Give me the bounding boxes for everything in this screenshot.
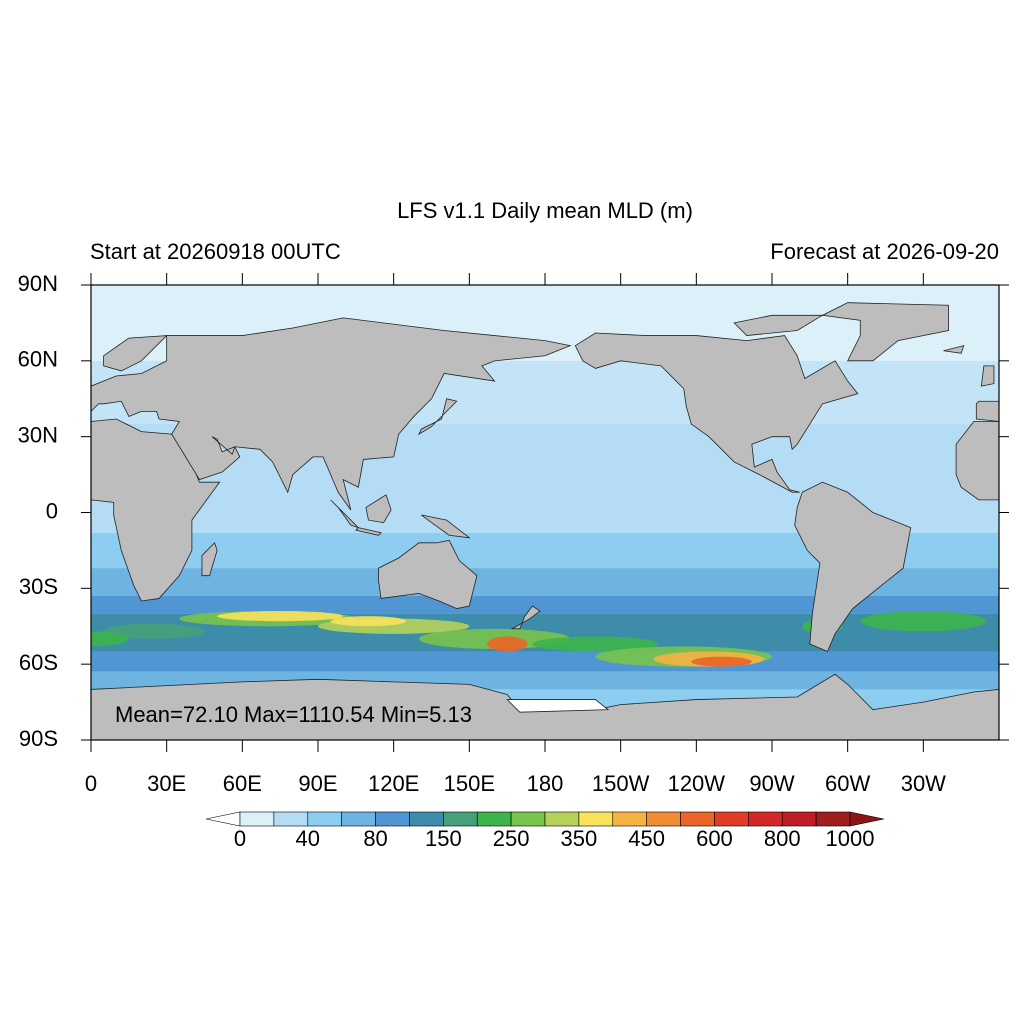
colorbar-label: 350: [561, 826, 598, 851]
lon-label: 90E: [298, 771, 337, 796]
lon-label: 120E: [368, 771, 419, 796]
land: [794, 481, 912, 653]
colorbar-box: [714, 811, 749, 827]
lon-label: 30W: [901, 771, 946, 796]
colorbar-label: 600: [696, 826, 733, 851]
lat-label: 30S: [19, 574, 58, 599]
mld-patch: [691, 656, 752, 667]
colorbar-box: [748, 811, 783, 827]
lat-label: 90N: [18, 271, 58, 296]
map-title: LFS v1.1 Daily mean MLD (m): [397, 198, 693, 223]
land: [417, 398, 458, 436]
lon-label: 30E: [147, 771, 186, 796]
start-time: Start at 20260918 00UTC: [90, 239, 341, 264]
colorbar: 0 40 80 150 250 350 450 600 800 1000: [205, 811, 885, 851]
mld-patch: [103, 623, 205, 639]
land: [91, 317, 572, 511]
land: [955, 421, 999, 501]
land: [378, 539, 478, 609]
lat-label: 30N: [18, 422, 58, 447]
colorbar-above: [849, 811, 885, 827]
land: [980, 365, 995, 387]
colorbar-box: [578, 811, 614, 827]
map-area: [91, 285, 999, 740]
land: [201, 542, 218, 577]
colorbar-box: [646, 811, 681, 827]
lon-label: 60E: [223, 771, 262, 796]
colorbar-label: 40: [296, 826, 320, 851]
mld-patch: [860, 611, 987, 632]
land: [330, 499, 359, 529]
land: [733, 314, 824, 336]
colorbar-label: 450: [628, 826, 665, 851]
land: [510, 605, 541, 630]
land: [975, 400, 999, 422]
colorbar-box: [443, 811, 478, 827]
colorbar-label: 0: [234, 826, 246, 851]
ocean-band: [91, 651, 999, 672]
land: [574, 332, 859, 493]
colorbar-label: 800: [764, 826, 801, 851]
colorbar-box: [375, 811, 410, 827]
ocean-band: [91, 595, 999, 614]
mld-patch: [486, 636, 528, 652]
axes: 90N 60N 30N 0 30S 60S 90S 0 30E 60E 90E 120E 150E 180…: [18, 271, 1009, 796]
land: [103, 335, 168, 372]
land: [91, 673, 999, 740]
mld-patch: [532, 636, 659, 652]
lat-label: 60N: [18, 347, 58, 372]
colorbar-label: 80: [363, 826, 387, 851]
lon-label: 180: [527, 771, 564, 796]
colorbar-box: [476, 811, 512, 827]
colorbar-box: [612, 811, 647, 827]
stats: Mean=72.10 Max=1110.54 Min=5.13: [115, 702, 472, 727]
colorbar-box: [273, 811, 309, 827]
colorbar-box: [307, 811, 342, 827]
ice-shelf: [506, 699, 610, 713]
lat-label: 60S: [19, 650, 58, 675]
colorbar-label: 250: [493, 826, 530, 851]
lon-label: 0: [85, 771, 97, 796]
forecast-time: Forecast at 2026-09-20: [770, 239, 999, 264]
colorbar-box: [544, 811, 580, 827]
lon-label: 90W: [749, 771, 794, 796]
colorbar-label: 150: [425, 826, 462, 851]
land: [821, 302, 949, 362]
land: [943, 345, 965, 354]
colorbar-below: [205, 811, 241, 827]
colorbar-box: [409, 811, 444, 827]
colorbar-box: [510, 811, 546, 827]
lon-label: 150W: [592, 771, 650, 796]
mld-patch: [217, 611, 344, 622]
colorbar-label: 1000: [826, 826, 875, 851]
lon-label: 150E: [444, 771, 495, 796]
mld-patch: [91, 631, 129, 647]
land: [355, 527, 382, 536]
land: [421, 514, 471, 539]
lat-label: 0: [46, 498, 58, 523]
lon-label: 120W: [668, 771, 726, 796]
lat-label: 90S: [19, 726, 58, 751]
lon-label: 60W: [825, 771, 870, 796]
colorbar-box: [680, 811, 715, 827]
colorbar-box: [341, 811, 376, 827]
mld-patch: [330, 616, 407, 627]
colorbar-box: [781, 811, 817, 827]
colorbar-box: [815, 811, 851, 827]
colorbar-box: [239, 811, 275, 827]
land: [365, 494, 392, 524]
